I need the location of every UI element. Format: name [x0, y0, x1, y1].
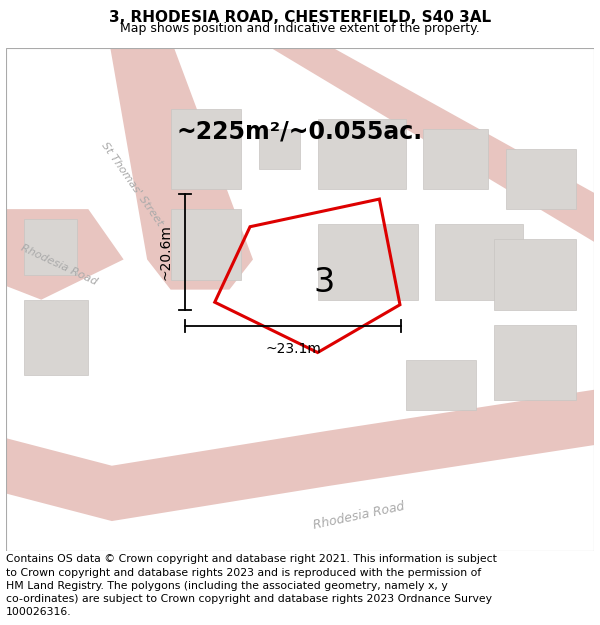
Polygon shape	[435, 224, 523, 299]
Polygon shape	[23, 299, 88, 375]
Polygon shape	[23, 219, 77, 274]
Text: 3: 3	[313, 266, 335, 299]
Polygon shape	[424, 129, 488, 189]
Polygon shape	[406, 360, 476, 411]
Text: ~23.1m: ~23.1m	[265, 342, 321, 356]
Text: Contains OS data © Crown copyright and database right 2021. This information is : Contains OS data © Crown copyright and d…	[6, 554, 497, 617]
Text: St Thomas' Street: St Thomas' Street	[100, 140, 165, 228]
Polygon shape	[317, 224, 418, 299]
Text: Map shows position and indicative extent of the property.: Map shows position and indicative extent…	[120, 22, 480, 35]
Polygon shape	[170, 209, 241, 279]
Text: ~20.6m: ~20.6m	[158, 224, 172, 280]
Polygon shape	[259, 129, 300, 169]
Polygon shape	[229, 23, 600, 259]
Polygon shape	[506, 149, 577, 209]
Polygon shape	[170, 109, 241, 189]
Text: 3, RHODESIA ROAD, CHESTERFIELD, S40 3AL: 3, RHODESIA ROAD, CHESTERFIELD, S40 3AL	[109, 10, 491, 25]
Polygon shape	[0, 209, 124, 299]
Polygon shape	[106, 23, 253, 289]
Polygon shape	[494, 325, 577, 400]
Polygon shape	[317, 119, 406, 189]
Polygon shape	[0, 385, 600, 521]
Text: ~225m²/~0.055ac.: ~225m²/~0.055ac.	[176, 119, 422, 143]
Text: Rhodesia Road: Rhodesia Road	[312, 500, 406, 532]
Polygon shape	[494, 239, 577, 310]
Text: Rhodesia Road: Rhodesia Road	[19, 242, 99, 287]
